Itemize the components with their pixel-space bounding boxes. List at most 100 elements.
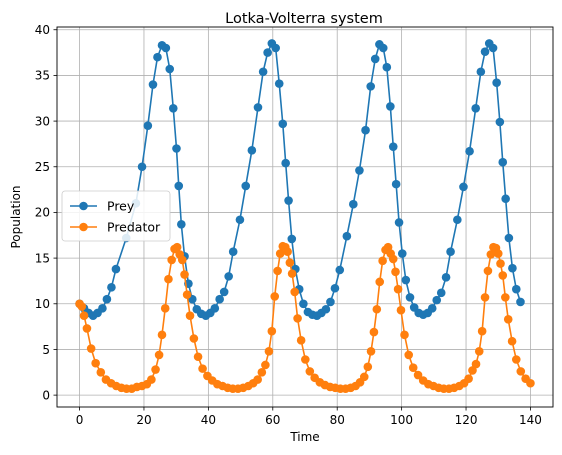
prey-point bbox=[335, 265, 345, 275]
predator-point bbox=[86, 344, 96, 353]
predator-point bbox=[267, 326, 277, 336]
prey-point bbox=[274, 79, 284, 88]
predator-point bbox=[369, 327, 379, 337]
prey-point bbox=[446, 247, 455, 257]
predator-point bbox=[404, 350, 414, 360]
y-tick-label: 25 bbox=[35, 160, 50, 174]
prey-point bbox=[165, 64, 175, 74]
x-tick-label: 60 bbox=[265, 413, 280, 427]
legend: Prey Predator bbox=[61, 190, 171, 242]
y-tick-label: 35 bbox=[35, 69, 50, 83]
predator-point bbox=[79, 311, 89, 320]
prey-point bbox=[172, 144, 181, 153]
predator-point bbox=[503, 315, 513, 324]
prey-point bbox=[102, 294, 112, 304]
predator-point bbox=[151, 365, 160, 374]
axis-ticks: 0 20 40 60 80 100 120 140 0 5 10 15 20 25 30 35 40 bbox=[35, 23, 542, 427]
x-tick-label: 80 bbox=[330, 413, 345, 427]
prey-point bbox=[143, 121, 153, 130]
predator-point bbox=[396, 305, 406, 315]
plot-area-frame bbox=[56, 26, 554, 408]
predator-point bbox=[154, 350, 164, 360]
prey-point bbox=[355, 166, 364, 175]
prey-point bbox=[498, 157, 508, 167]
prey-point bbox=[161, 43, 171, 53]
y-axis-label: Population bbox=[9, 185, 23, 248]
predator-point bbox=[253, 375, 262, 384]
y-tick-label: 40 bbox=[35, 23, 50, 37]
predator-point bbox=[474, 346, 484, 356]
prey-point bbox=[465, 146, 474, 156]
predator-point bbox=[486, 250, 496, 259]
predator-point bbox=[507, 336, 517, 346]
predator-point bbox=[477, 326, 487, 336]
prey-point bbox=[263, 48, 272, 57]
prey-point bbox=[287, 234, 297, 244]
predator-point bbox=[264, 346, 274, 356]
predator-legend-label: Predator bbox=[107, 220, 161, 235]
prey-point bbox=[148, 80, 158, 89]
y-tick-label: 15 bbox=[35, 251, 50, 265]
prey-point bbox=[386, 102, 395, 111]
predator-point bbox=[498, 271, 508, 280]
predator-point bbox=[480, 293, 490, 302]
prey-point bbox=[107, 283, 116, 292]
predator-point bbox=[393, 284, 403, 294]
predator-point bbox=[270, 292, 280, 301]
predator-point bbox=[91, 358, 100, 368]
predator-point bbox=[378, 256, 387, 266]
predator-point bbox=[164, 274, 173, 284]
x-tick-label: 0 bbox=[76, 413, 84, 427]
prey-legend-marker bbox=[79, 201, 88, 211]
prey-point bbox=[471, 104, 481, 113]
prey-point bbox=[382, 62, 392, 72]
predator-point bbox=[96, 367, 106, 377]
predator-point bbox=[193, 352, 203, 362]
predator-point bbox=[501, 293, 510, 302]
prey-point bbox=[501, 194, 510, 204]
x-tick-label: 140 bbox=[519, 413, 542, 427]
predator-point bbox=[147, 375, 156, 384]
prey-point bbox=[258, 67, 268, 77]
predator-point bbox=[526, 378, 535, 388]
prey-point bbox=[168, 104, 178, 113]
predator-point bbox=[388, 254, 398, 264]
predator-point bbox=[182, 290, 192, 299]
prey-point bbox=[453, 215, 462, 225]
predator-point bbox=[257, 367, 267, 377]
predator-point bbox=[185, 311, 195, 320]
prey-point bbox=[495, 117, 505, 127]
predator-point bbox=[275, 249, 285, 258]
prey-point bbox=[361, 125, 370, 135]
prey-point bbox=[271, 43, 280, 53]
predator-point bbox=[290, 287, 299, 297]
prey-legend-label: Prey bbox=[107, 199, 135, 214]
prey-point bbox=[174, 181, 184, 191]
predator-point bbox=[167, 255, 176, 265]
predator-point bbox=[287, 269, 297, 278]
predator-point bbox=[413, 370, 423, 380]
predator-point bbox=[359, 372, 369, 382]
prey-point bbox=[349, 199, 358, 209]
predator-point bbox=[261, 360, 270, 370]
prey-point bbox=[137, 162, 147, 172]
prey-point bbox=[284, 196, 293, 205]
predator-point bbox=[177, 255, 187, 265]
prey-point bbox=[326, 297, 335, 307]
y-tick-label: 5 bbox=[42, 343, 50, 357]
predator-point bbox=[493, 249, 503, 258]
predator-legend-marker bbox=[79, 222, 88, 232]
predator-point bbox=[157, 330, 167, 340]
predator-point bbox=[471, 359, 481, 369]
predator-point bbox=[468, 366, 477, 375]
predator-point bbox=[296, 336, 306, 345]
prey-point bbox=[241, 181, 251, 191]
x-axis-label: Time bbox=[289, 430, 319, 444]
prey-point bbox=[432, 295, 442, 305]
x-tick-label: 120 bbox=[455, 413, 478, 427]
prey-point bbox=[366, 82, 376, 91]
prey-point bbox=[247, 146, 257, 155]
prey-point bbox=[508, 263, 517, 273]
prey-point bbox=[488, 43, 498, 53]
